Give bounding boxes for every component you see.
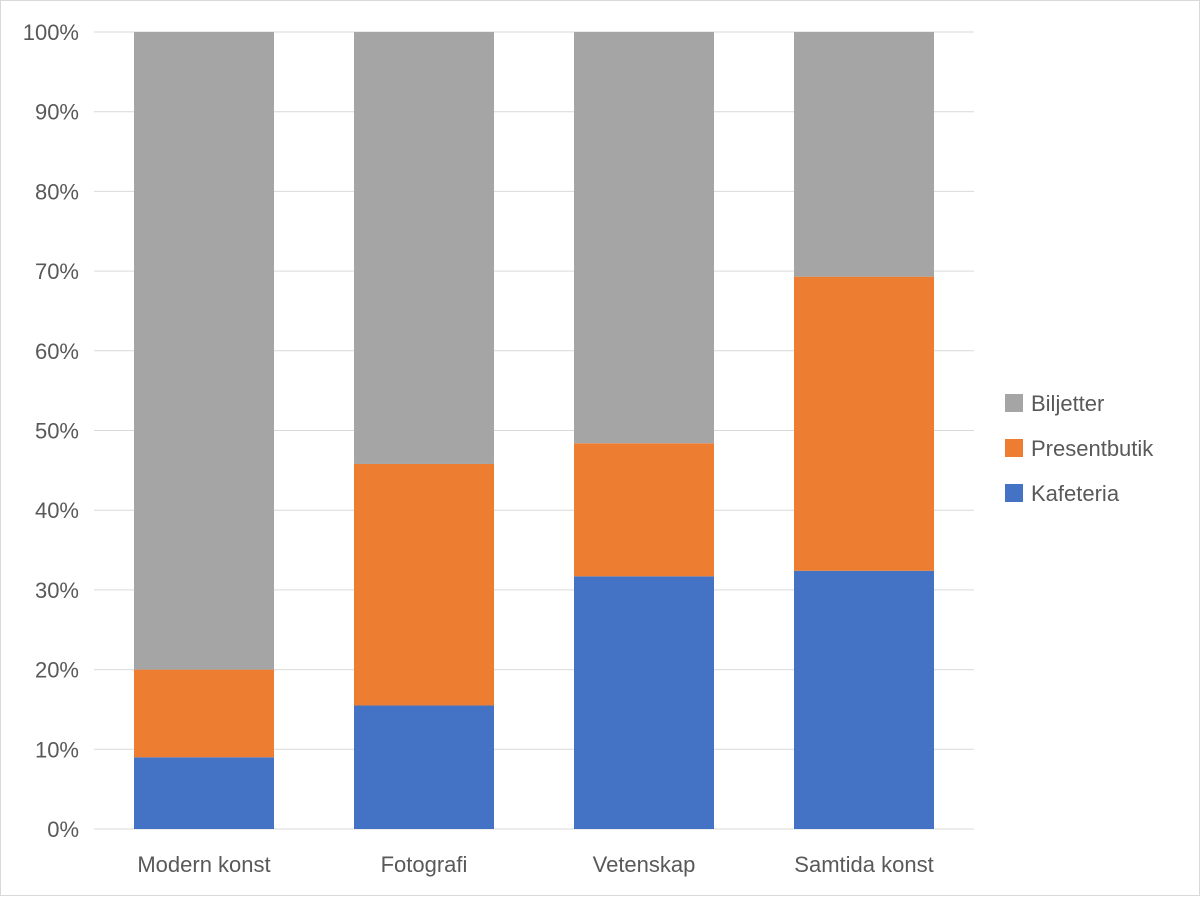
y-tick-label: 60% [35,339,79,364]
y-tick-label: 20% [35,658,79,683]
bar-segment-kafeteria [134,757,274,829]
y-tick-label: 10% [35,737,79,762]
x-tick-label: Modern konst [137,852,270,877]
bar-segment-biljetter [354,32,494,464]
x-axis: Modern konst Fotografi Vetenskap Samtida ko… [137,852,933,877]
bar-segment-kafeteria [574,576,714,829]
y-tick-label: 50% [35,419,79,444]
y-tick-label: 0% [47,817,79,842]
bar-segment-biljetter [794,32,934,277]
y-tick-label: 40% [35,498,79,523]
legend-swatch [1005,394,1023,412]
legend-label: Kafeteria [1031,481,1120,506]
legend-label: Biljetter [1031,391,1104,416]
x-tick-label: Vetenskap [593,852,696,877]
y-tick-label: 70% [35,259,79,284]
y-tick-label: 90% [35,100,79,125]
legend-label: Presentbutik [1031,436,1154,461]
legend-swatch [1005,439,1023,457]
bar-segment-presentbutik [134,669,274,758]
bar-segment-presentbutik [794,276,934,571]
y-tick-label: 100% [23,20,79,45]
x-tick-label: Fotografi [381,852,468,877]
legend: Biljetter Presentbutik Kafeteria [1005,391,1154,506]
bars [134,32,934,829]
bar-segment-biljetter [574,32,714,444]
bar-segment-presentbutik [574,443,714,577]
bar-segment-kafeteria [794,570,934,829]
legend-swatch [1005,484,1023,502]
y-tick-label: 30% [35,578,79,603]
x-tick-label: Samtida konst [794,852,933,877]
y-axis: 0% 10% 20% 30% 40% 50% 60% 70% 80% 90% 100% [23,20,79,842]
bar-segment-biljetter [134,32,274,670]
bar-segment-presentbutik [354,463,494,706]
y-tick-label: 80% [35,179,79,204]
bar-segment-kafeteria [354,705,494,829]
